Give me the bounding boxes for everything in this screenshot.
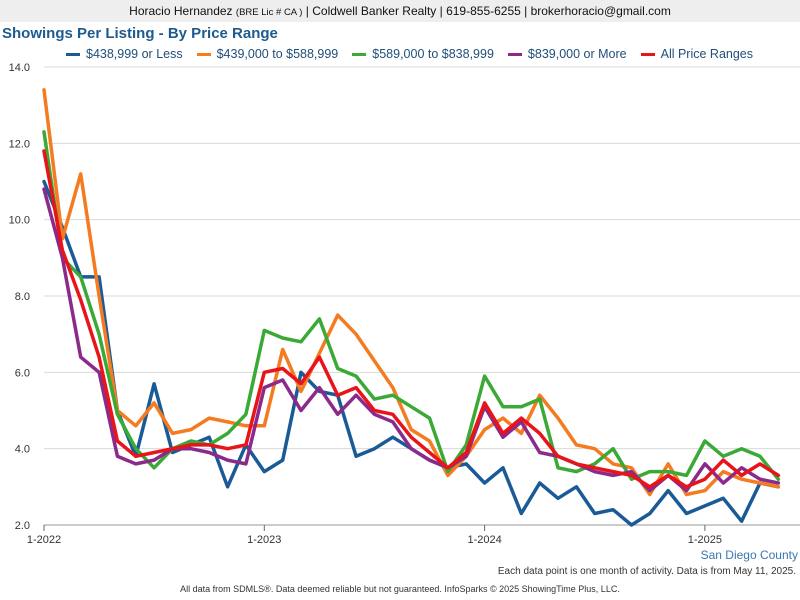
legend-item: $589,000 to $838,999 [352, 47, 494, 61]
legend-swatch [196, 52, 211, 56]
legend-swatch [66, 52, 80, 56]
legend-item: $438,999 or Less [66, 47, 183, 61]
series-line-2 [42, 130, 781, 481]
y-tick-label: 10.0 [9, 215, 30, 227]
source-attribution: All data from SDMLS®. Data deemed reliab… [180, 584, 620, 594]
y-tick-label: 6.0 [15, 367, 30, 379]
y-tick-label: 14.0 [9, 62, 30, 74]
legend-swatch [507, 52, 522, 56]
legend-label: All Price Ranges [660, 47, 754, 61]
legend-label: $839,000 or More [527, 47, 627, 61]
contact-info: | Coldwell Banker Realty | 619-855-6255 … [305, 4, 671, 18]
series-line-4 [42, 149, 781, 489]
series-line-0 [42, 179, 781, 527]
y-tick-label: 2.0 [15, 520, 30, 532]
legend-swatch [640, 52, 655, 56]
y-tick-label: 4.0 [15, 444, 30, 456]
legend-label: $589,000 to $838,999 [372, 47, 494, 61]
series-line-3 [42, 187, 781, 493]
data-note: Each data point is one month of activity… [497, 566, 796, 577]
legend-label: $439,000 to $588,999 [216, 47, 339, 61]
y-tick-label: 8.0 [15, 291, 30, 303]
license-info: (BRE Lic # CA ) [235, 7, 303, 18]
legend-item: All Price Ranges [640, 47, 754, 61]
region-label: San Diego County [700, 548, 798, 562]
legend-label: $438,999 or Less [86, 47, 183, 61]
x-tick-label: 1-2022 [27, 534, 61, 546]
y-tick-label: 12.0 [9, 138, 30, 150]
x-tick-label: 1-2023 [247, 534, 281, 546]
series-line-1 [42, 88, 781, 497]
agent-name: Horacio Hernandez [129, 4, 233, 18]
header-bar: Horacio Hernandez (BRE Lic # CA ) | Cold… [0, 0, 800, 22]
legend-swatch [352, 52, 367, 56]
chart-title: Showings Per Listing - By Price Range [2, 25, 278, 42]
x-tick-label: 1-2025 [688, 534, 722, 546]
legend-item: $839,000 or More [507, 47, 627, 61]
legend-item: $439,000 to $588,999 [196, 47, 339, 61]
chart-legend: $438,999 or Less $439,000 to $588,999 $589… [66, 45, 753, 63]
x-tick-label: 1-2024 [467, 534, 501, 546]
